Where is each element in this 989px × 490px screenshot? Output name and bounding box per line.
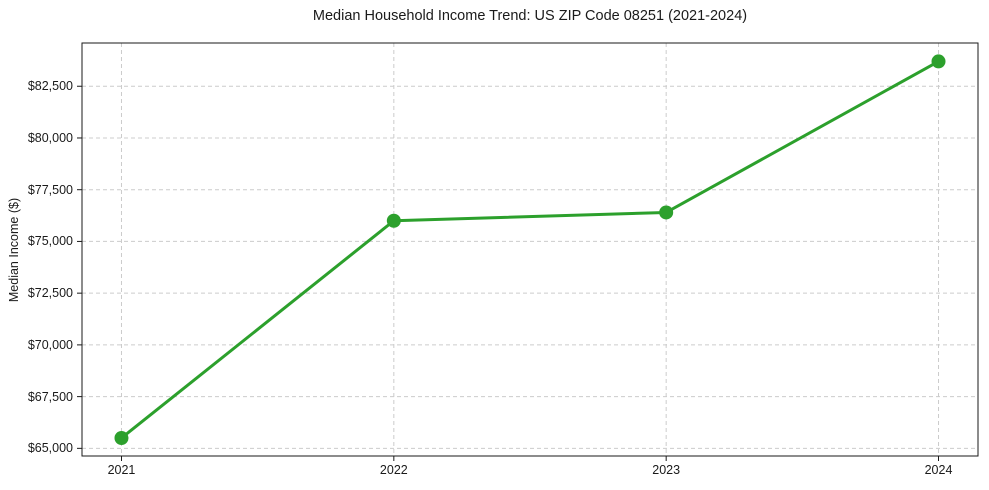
x-tick-label: 2024	[924, 463, 953, 477]
data-point-2024	[931, 54, 946, 69]
plot-border	[81, 42, 979, 457]
y-tick-label: $80,000	[27, 130, 73, 145]
data-point-2023	[659, 205, 674, 220]
data-point-2022	[386, 213, 401, 228]
x-tick-label: 2023	[652, 463, 681, 477]
y-tick-label: $65,000	[27, 441, 73, 456]
y-tick-label: $82,500	[27, 79, 73, 94]
data-point-2021	[114, 430, 129, 445]
trend-line	[119, 59, 941, 440]
y-tick-label: $70,000	[27, 337, 73, 352]
y-tick-label: $77,500	[27, 182, 73, 197]
x-tick-label: 2021	[107, 463, 136, 477]
chart-title: Median Household Income Trend: US ZIP Co…	[312, 8, 748, 24]
x-tick-label: 2022	[379, 463, 408, 477]
y-tick-label: $72,500	[27, 286, 73, 301]
y-tick-label: $75,000	[27, 234, 73, 249]
y-tick-label: $67,500	[27, 389, 73, 404]
